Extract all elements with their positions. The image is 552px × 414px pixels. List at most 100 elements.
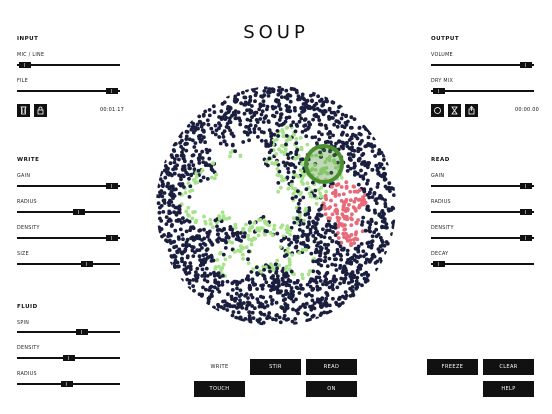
slider-knob[interactable] — [433, 261, 445, 267]
touch-button[interactable]: TOUCH — [194, 381, 245, 397]
write-radius-slider[interactable] — [17, 209, 120, 215]
slider-knob[interactable] — [63, 355, 75, 361]
slider-knob[interactable] — [81, 261, 93, 267]
volume-slider[interactable] — [431, 62, 534, 68]
particle — [380, 209, 385, 213]
particle — [193, 141, 198, 145]
particle — [177, 191, 182, 196]
particle — [189, 127, 194, 132]
particle — [287, 283, 292, 288]
fluid-spin-slider[interactable] — [17, 329, 120, 335]
particle — [345, 252, 350, 257]
help-button[interactable]: HELP — [483, 381, 534, 397]
fluid-canvas[interactable] — [150, 84, 402, 328]
particle — [243, 102, 248, 107]
particle — [352, 241, 357, 246]
particle — [324, 166, 329, 170]
read-radius-slider[interactable] — [431, 209, 534, 215]
trash-button[interactable] — [17, 104, 30, 117]
write-density-slider[interactable] — [17, 235, 120, 241]
particle — [328, 149, 332, 154]
slider-knob[interactable] — [433, 88, 445, 94]
slider-knob[interactable] — [520, 209, 532, 215]
freeze-button[interactable]: FREEZE — [427, 359, 478, 375]
slider-knob[interactable] — [76, 329, 88, 335]
input-section-title: INPUT — [17, 36, 39, 42]
particle — [339, 116, 344, 121]
particle — [344, 114, 348, 119]
slider-knob[interactable] — [520, 183, 532, 189]
file-slider[interactable] — [17, 88, 120, 94]
read-decay-slider[interactable] — [431, 261, 534, 267]
particle — [177, 210, 182, 215]
particle — [341, 130, 345, 135]
particle — [175, 249, 179, 254]
particle — [248, 287, 252, 292]
particle — [248, 98, 253, 102]
particle — [196, 156, 201, 161]
particle — [156, 229, 161, 233]
particle — [265, 229, 269, 234]
particle — [194, 149, 199, 153]
particle — [178, 227, 183, 232]
particle — [246, 261, 251, 266]
particle — [344, 186, 349, 190]
particle — [363, 260, 368, 265]
share-button[interactable] — [465, 104, 478, 117]
particle — [304, 187, 309, 192]
particle — [192, 145, 197, 149]
particle — [287, 243, 292, 247]
particle — [287, 262, 292, 267]
particle — [369, 187, 373, 192]
particle — [310, 288, 315, 292]
hourglass-button[interactable] — [448, 104, 461, 117]
clear-button[interactable]: CLEAR — [483, 359, 534, 375]
particle — [279, 289, 283, 294]
mic-line-slider[interactable] — [17, 62, 120, 68]
lock-button[interactable] — [34, 104, 47, 117]
particle — [354, 230, 359, 235]
write-size-slider[interactable] — [17, 261, 120, 267]
particle — [157, 210, 162, 215]
particle — [331, 230, 335, 234]
particle — [228, 254, 232, 259]
slider-knob[interactable] — [106, 183, 118, 189]
slider-knob[interactable] — [19, 62, 31, 68]
particle — [239, 302, 244, 307]
particle — [279, 95, 284, 99]
read-gain-slider[interactable] — [431, 183, 534, 189]
slider-knob[interactable] — [73, 209, 85, 215]
fluid-density-slider[interactable] — [17, 355, 120, 361]
particle — [294, 141, 299, 145]
particle — [238, 316, 242, 321]
particle — [369, 256, 374, 261]
particle — [209, 126, 214, 131]
slider-knob[interactable] — [106, 235, 118, 241]
on-button[interactable]: ON — [306, 381, 357, 397]
slider-knob[interactable] — [106, 88, 118, 94]
particle — [297, 119, 302, 124]
write-gain-slider[interactable] — [17, 183, 120, 189]
particle — [204, 266, 209, 271]
particle — [314, 112, 318, 117]
particle — [315, 284, 320, 289]
particle — [315, 215, 319, 219]
read-button[interactable]: READ — [306, 359, 357, 375]
slider-knob[interactable] — [61, 381, 73, 387]
slider-knob[interactable] — [520, 235, 532, 241]
particle — [366, 258, 371, 262]
particle — [355, 275, 360, 280]
particle — [302, 97, 306, 102]
particle — [294, 297, 298, 302]
particle — [367, 161, 371, 165]
dry-mix-slider[interactable] — [431, 88, 534, 94]
stir-button[interactable]: STIR — [250, 359, 301, 375]
particle — [241, 252, 245, 257]
particle — [239, 101, 243, 106]
fluid-radius-slider[interactable] — [17, 381, 120, 387]
particle — [281, 278, 285, 283]
particle — [360, 162, 364, 166]
slider-knob[interactable] — [520, 62, 532, 68]
read-density-slider[interactable] — [431, 235, 534, 241]
record-button[interactable] — [431, 104, 444, 117]
